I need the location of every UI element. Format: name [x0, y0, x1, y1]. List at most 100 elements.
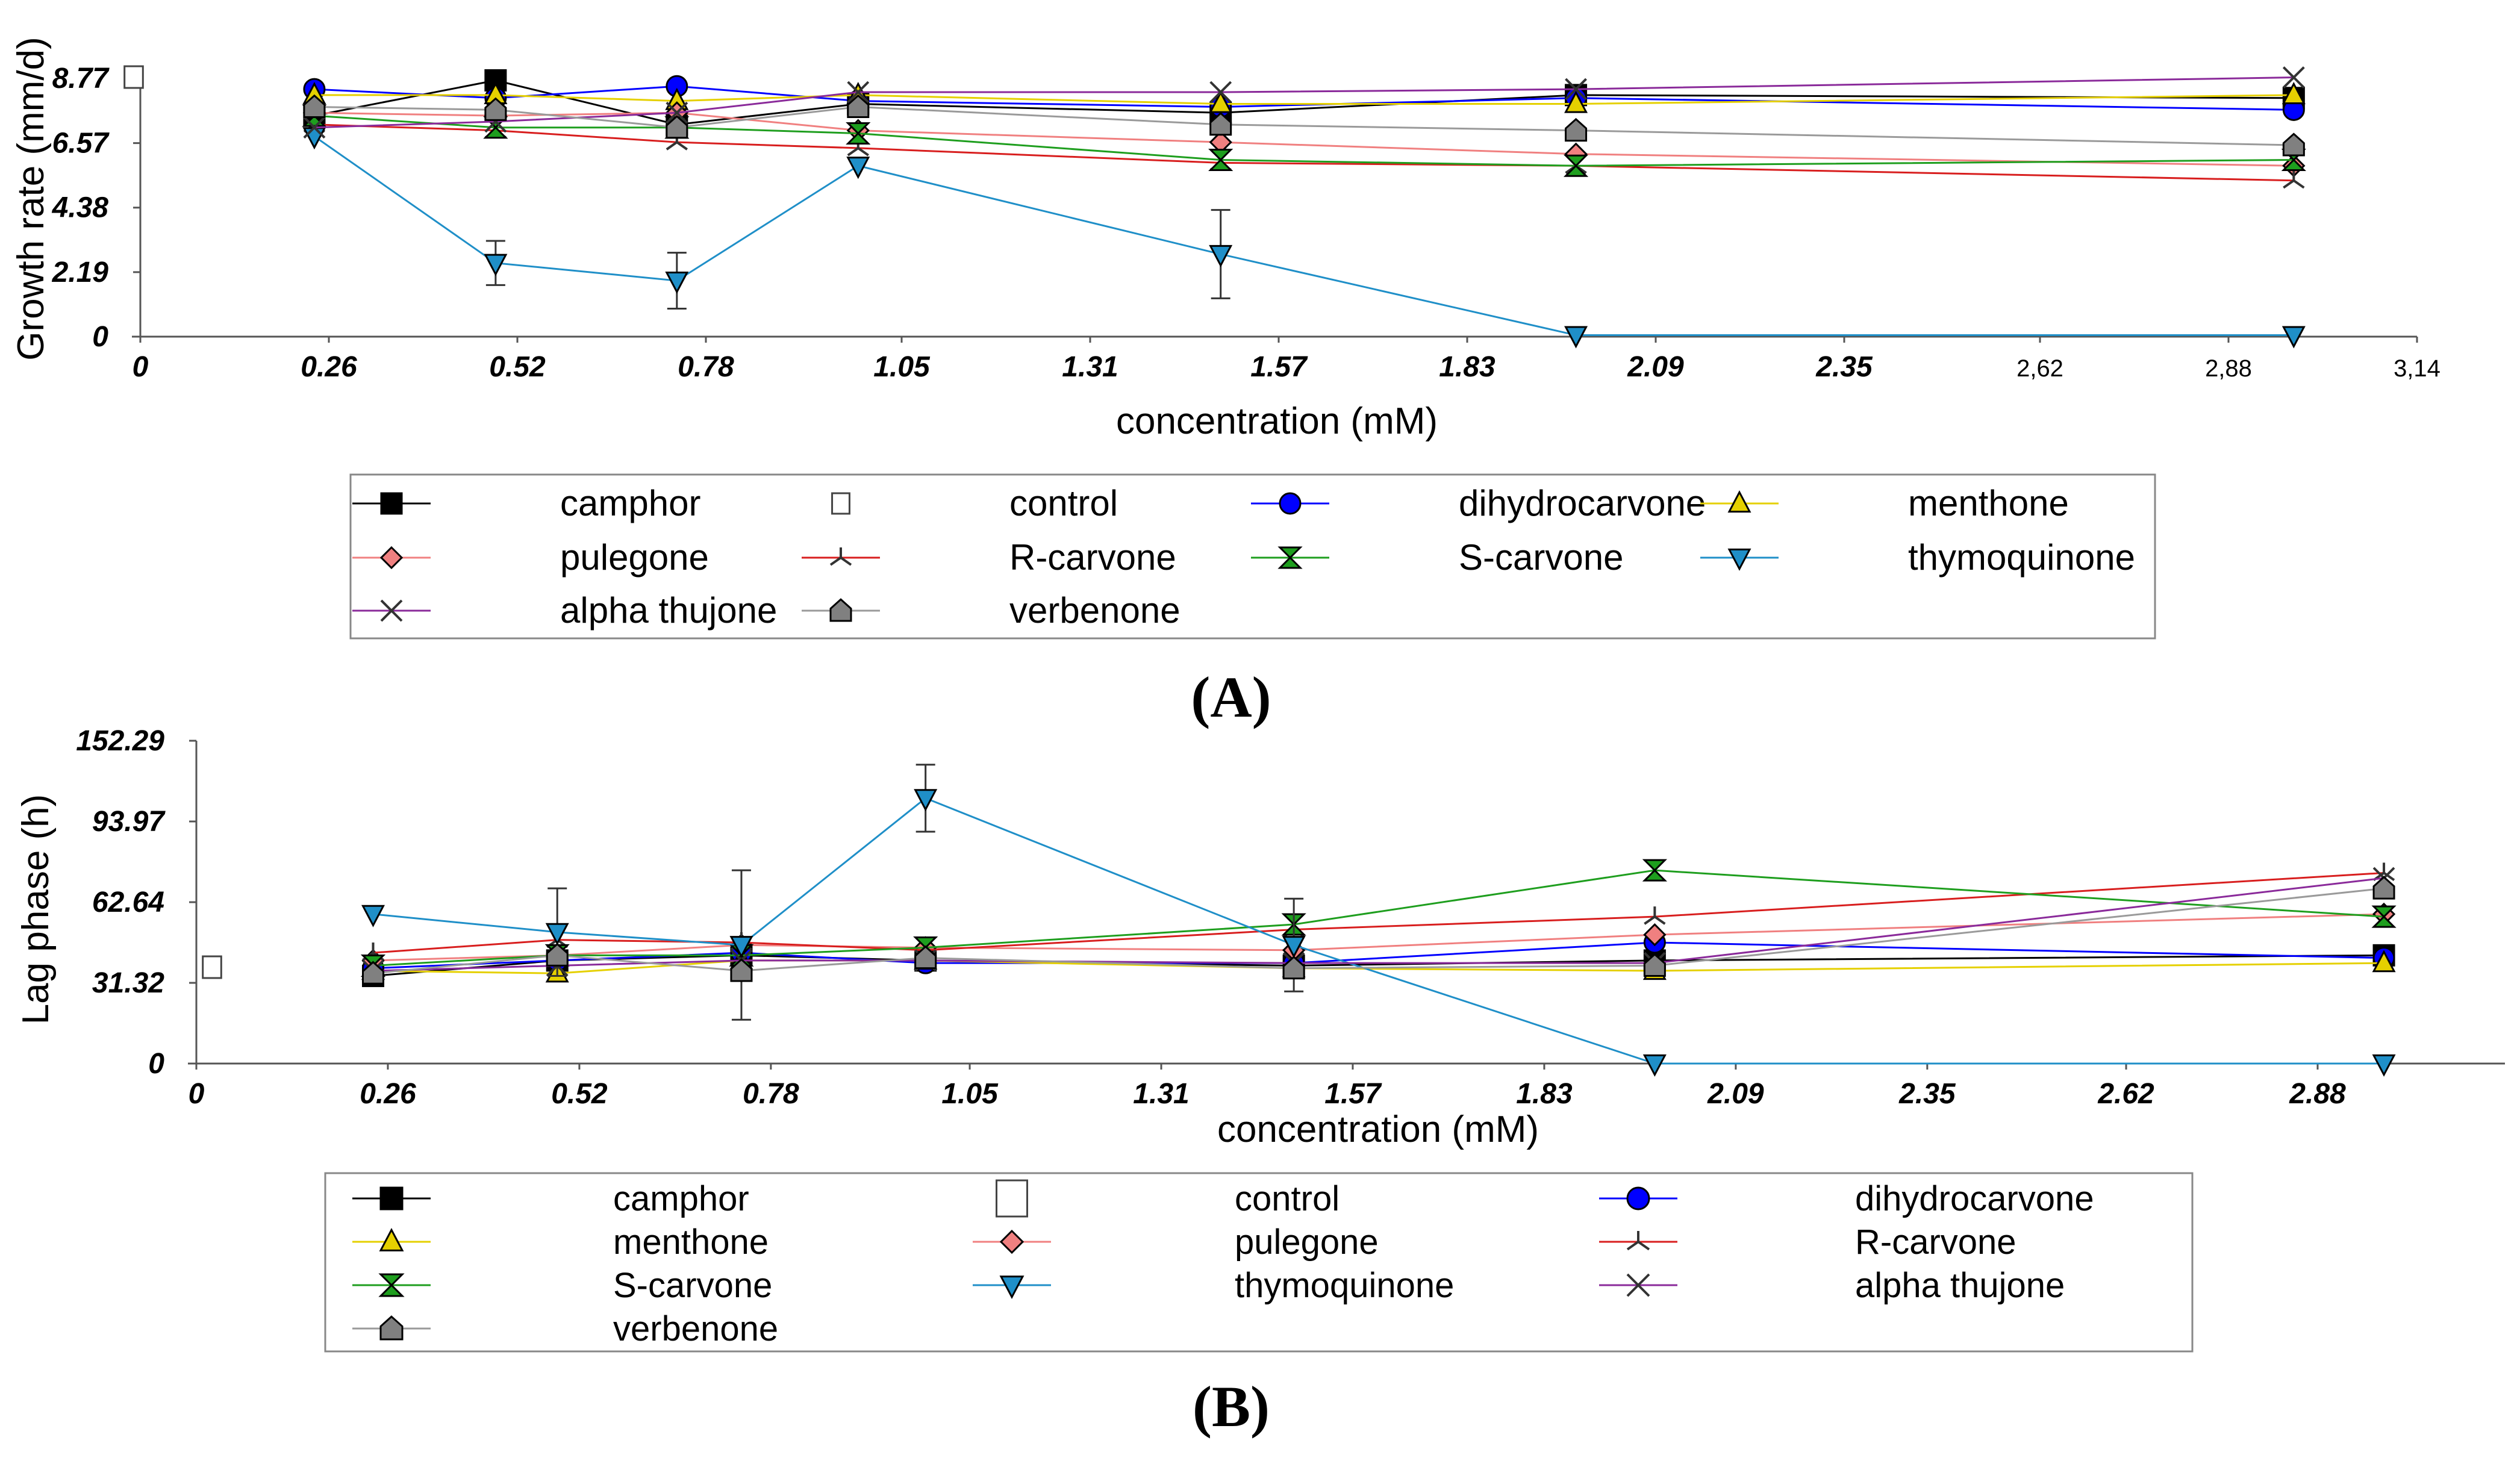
marker-shape [846, 122, 871, 145]
x-tick-label: 2.35 [1898, 1078, 1956, 1110]
legend-frame [324, 1172, 2194, 1353]
marker-shape [362, 961, 384, 985]
marker-shape [1626, 1273, 1650, 1297]
marker-shape [665, 271, 689, 294]
data-point-thymoquinone [545, 923, 569, 946]
marker-shape [1209, 112, 1232, 136]
legend-marker-r-carvone [1626, 1231, 1650, 1251]
y-axis-title: Growth rate (mm/d) [10, 37, 52, 360]
marker-shape [2372, 876, 2395, 900]
legend-entry-r-carvone: R-carvone [1599, 1223, 2016, 1262]
marker-shape [1277, 546, 1303, 569]
legend-entry-r-carvone: R-carvone [802, 537, 1176, 578]
x-tick-label: 0.78 [743, 1078, 799, 1110]
marker-shape [123, 65, 144, 89]
x-tick-label: 0.26 [301, 351, 357, 383]
y-tick-label: 93.97 [92, 806, 166, 838]
y-tick-label: 4.38 [52, 192, 109, 224]
marker-shape [1282, 936, 1306, 959]
data-point-thymoquinone [484, 254, 508, 276]
data-point-thymoquinone [2372, 1054, 2396, 1077]
marker-shape [857, 147, 869, 157]
legend: camphor control dihydrocarvone menthone pule… [324, 1172, 2194, 1353]
legend-entry-pulegone: pulegone [973, 1223, 1379, 1262]
legend-label: dihydrocarvone [1855, 1179, 2094, 1218]
data-point-alpha-thujone [303, 116, 326, 139]
marker-shape [914, 789, 938, 812]
x-tick-label: 2,88 [2205, 355, 2252, 382]
marker-shape [914, 945, 937, 970]
marker-shape [303, 116, 326, 139]
legend-label: thymoquinone [1235, 1266, 1454, 1305]
series-verbenone [362, 876, 2395, 985]
legend-entry-pulegone: pulegone [352, 537, 709, 578]
x-tick-label: 1.57 [1324, 1078, 1382, 1110]
legend-marker-control [831, 492, 850, 515]
data-point-thymoquinone [729, 936, 753, 959]
data-point-r-carvone [2283, 170, 2305, 189]
marker-shape [676, 141, 688, 151]
marker-shape [1208, 148, 1233, 171]
legend-marker-menthone [379, 1227, 404, 1251]
marker-shape [829, 598, 852, 622]
marker-shape [546, 942, 569, 967]
marker-shape [2281, 81, 2306, 104]
legend-label: alpha thujone [1855, 1266, 2065, 1305]
x-tick-label: 2.09 [1627, 351, 1684, 383]
marker-shape [1642, 1054, 1667, 1077]
marker-shape [1209, 245, 1233, 267]
marker-shape [1626, 1241, 1639, 1251]
marker-shape [1643, 923, 1667, 947]
legend-entry-thymoquinone: thymoquinone [1700, 537, 2135, 578]
series-line [314, 105, 2294, 146]
legend-marker-control [996, 1179, 1028, 1218]
marker-shape [999, 1229, 1025, 1254]
series-line [314, 136, 2294, 337]
legend-marker-dihydrocarvone [1626, 1186, 1650, 1210]
marker-shape [202, 955, 222, 979]
marker-shape [2372, 1054, 2396, 1077]
marker-shape [2282, 132, 2305, 157]
legend-entry-control: control [996, 1179, 1340, 1218]
legend-marker-pulegone [999, 1229, 1025, 1254]
y-tick-label: 6.57 [52, 128, 110, 160]
data-point-thymoquinone [914, 789, 938, 812]
data-point-thymoquinone [1564, 326, 1588, 349]
legend-entry-menthone: menthone [352, 1223, 769, 1262]
legend-marker-thymoquinone [1727, 548, 1751, 571]
data-point-verbenone [1282, 956, 1305, 980]
series-line [373, 887, 2384, 974]
x-tick-label: 1.31 [1062, 351, 1118, 383]
marker-shape [1654, 915, 1666, 925]
series-thymoquinone [302, 127, 2306, 349]
x-tick-label: 2.88 [2289, 1078, 2346, 1110]
marker-shape [666, 141, 678, 151]
data-point-s-carvone [2371, 905, 2397, 928]
x-tick-label: 1.57 [1250, 351, 1308, 383]
marker-shape [847, 94, 870, 118]
marker-shape [361, 905, 385, 927]
legend-label: verbenone [1009, 590, 1180, 631]
legend-marker-verbenone [829, 598, 852, 622]
legend-label: verbenone [613, 1309, 778, 1348]
data-point-s-carvone [1208, 148, 1233, 171]
marker-shape [1563, 154, 1589, 177]
legend-entry-camphor: camphor [352, 483, 700, 523]
data-point-menthone [2372, 950, 2396, 973]
data-point-verbenone [2372, 876, 2395, 900]
series-line [373, 797, 2384, 1065]
y-tick-label: 2.19 [52, 257, 109, 288]
x-tick-label: 1.83 [1516, 1078, 1573, 1110]
legend-marker-s-carvone [378, 1273, 405, 1297]
data-point-verbenone [1643, 953, 1666, 977]
y-axis-title: Lag phase (h) [15, 794, 57, 1025]
marker-shape [1565, 78, 1587, 101]
data-point-thymoquinone [846, 157, 870, 179]
legend-entry-control: control [831, 483, 1118, 523]
data-point-thymoquinone [361, 905, 385, 927]
y-tick-label: 0 [148, 1048, 164, 1080]
data-point-alpha-thujone [1209, 81, 1232, 104]
panel-label: (A) [1191, 665, 1271, 729]
legend-marker-alpha-thujone [380, 599, 403, 622]
